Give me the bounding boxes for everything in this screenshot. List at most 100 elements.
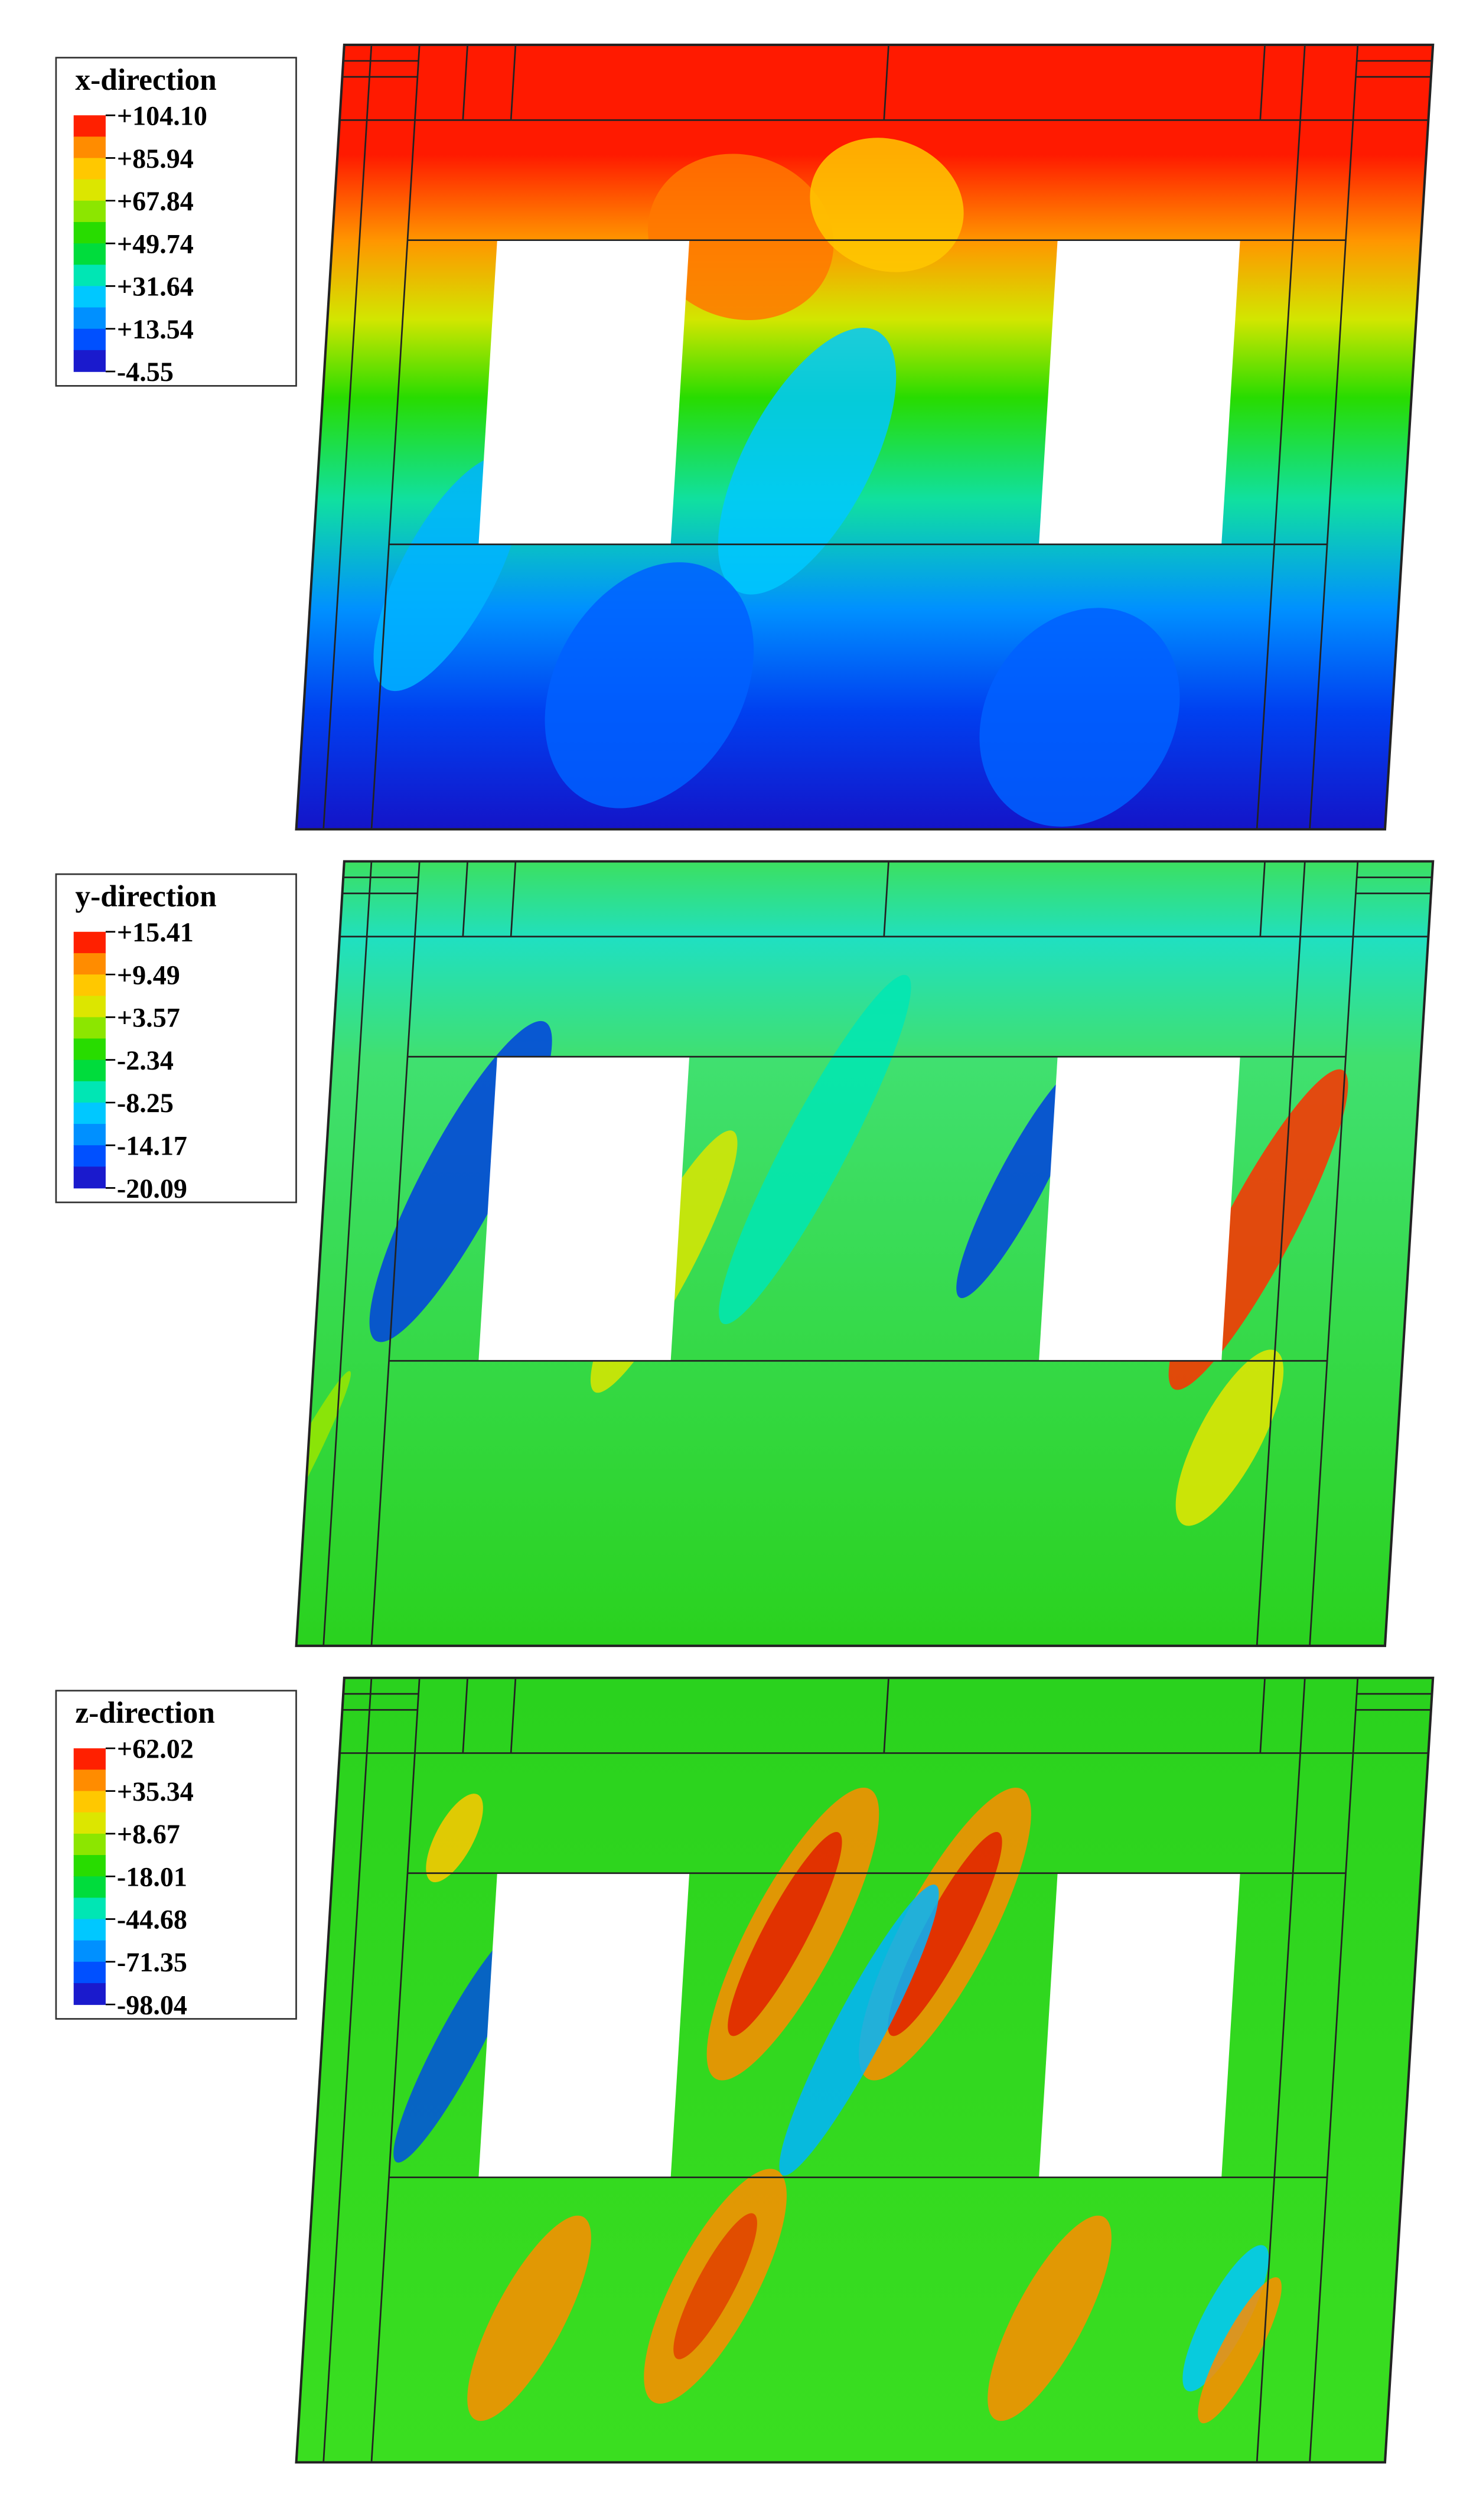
edge-line (883, 861, 889, 937)
legend-label: +62.02 (117, 1734, 194, 1764)
legend-label: -71.35 (117, 1947, 187, 1977)
legend-label: +49.74 (117, 229, 194, 259)
window-opening (1039, 1873, 1240, 2177)
contour-blob (673, 2213, 757, 2359)
legend-swatch (73, 286, 106, 308)
contour-blob (718, 327, 897, 595)
edge-line (510, 44, 517, 120)
legend-swatch (73, 1833, 106, 1856)
legend-label: -4.55 (117, 357, 174, 387)
wall (296, 1678, 1433, 2463)
edge-line (1256, 44, 1306, 830)
contour-panel (295, 43, 1435, 831)
edge-line (1256, 861, 1306, 1646)
legend-swatch (73, 974, 106, 997)
contour-blob (810, 138, 964, 272)
edge-line (322, 1678, 373, 2463)
legend-label: -8.25 (117, 1088, 174, 1118)
legend-swatch (73, 221, 106, 244)
legend-label: -44.68 (117, 1905, 187, 1935)
legend-swatch (73, 243, 106, 266)
contour-blob (888, 1832, 1002, 2036)
legend-swatch (73, 1812, 106, 1834)
wall (296, 861, 1433, 1646)
contour-blob (545, 562, 754, 809)
legend-label: -14.17 (117, 1130, 187, 1160)
legend-swatch (73, 1145, 106, 1168)
edge-line (510, 1678, 517, 1753)
contour-blob (426, 1794, 483, 1883)
legend-swatch (73, 136, 106, 159)
edge-line (1309, 861, 1359, 1646)
legend-swatch (73, 1983, 106, 2005)
edge-line (1259, 861, 1266, 937)
legend-swatch (73, 953, 106, 975)
edge-line (1256, 1678, 1306, 2463)
contour-blob (988, 2215, 1112, 2421)
legend-title: z-direction (75, 1696, 214, 1730)
legend-swatch (73, 931, 106, 954)
contour-panel (295, 1677, 1435, 2464)
legend-title: x-direction (75, 63, 216, 97)
legend-label: +104.10 (117, 100, 207, 131)
legend-swatch (73, 1017, 106, 1039)
contour-blob (1182, 2245, 1269, 2392)
legend-swatch (73, 1855, 106, 1877)
legend-swatch (73, 1059, 106, 1082)
contour-blob (1198, 2277, 1282, 2424)
window-opening (1039, 1057, 1240, 1361)
legend-label: +67.84 (117, 186, 194, 216)
legend-swatch (73, 158, 106, 180)
legend-label: +31.64 (117, 272, 194, 302)
legend-swatch (73, 328, 106, 351)
legend-swatch (73, 1961, 106, 1984)
legend-swatch (73, 1748, 106, 1771)
legend-swatch (73, 1898, 106, 1920)
contour-blob (648, 154, 834, 321)
edge-line (322, 861, 373, 1646)
legend-swatch (73, 1081, 106, 1103)
edge-line (883, 44, 889, 120)
window-opening (478, 1873, 690, 2177)
legend-label: +35.34 (117, 1776, 194, 1807)
legend-label: +3.57 (117, 1003, 180, 1033)
legend-swatch (73, 307, 106, 330)
window-opening (1039, 240, 1240, 545)
edge-line (462, 861, 468, 937)
edge-line (462, 44, 468, 120)
wall-outline (295, 43, 1435, 831)
edge-line (322, 44, 373, 830)
legend-label: -18.01 (117, 1862, 187, 1892)
legend-label: +8.67 (117, 1819, 180, 1849)
legend-swatch (73, 996, 106, 1018)
edge-line (510, 861, 517, 937)
legend-title: y-direction (75, 879, 216, 913)
contour-blob (719, 974, 911, 1325)
legend-swatch (73, 1791, 106, 1813)
legend-label: +9.49 (117, 960, 180, 990)
legend-swatch (73, 1038, 106, 1061)
contour-blob (979, 608, 1180, 827)
window-opening (478, 240, 690, 545)
legend-swatch (73, 179, 106, 201)
legend-swatch (73, 1124, 106, 1146)
legend-label: +15.41 (117, 917, 194, 947)
legend-label: -20.09 (117, 1173, 187, 1204)
legend-label: -98.04 (117, 1990, 187, 2020)
legend-swatch (73, 1166, 106, 1189)
contour-blob (779, 1885, 939, 2176)
contour-blob (296, 1371, 351, 1633)
legend-swatch (73, 115, 106, 138)
legend-swatch (73, 1876, 106, 1899)
legend-label: -2.34 (117, 1045, 174, 1075)
legend-swatch (73, 200, 106, 223)
edge-line (1309, 1678, 1359, 2463)
edge-line (370, 44, 421, 830)
legend-label: +13.54 (117, 314, 194, 344)
legend-label: +85.94 (117, 144, 194, 174)
legend-swatch (73, 1919, 106, 1941)
legend-swatch (73, 350, 106, 372)
contour-panel (295, 860, 1435, 1647)
